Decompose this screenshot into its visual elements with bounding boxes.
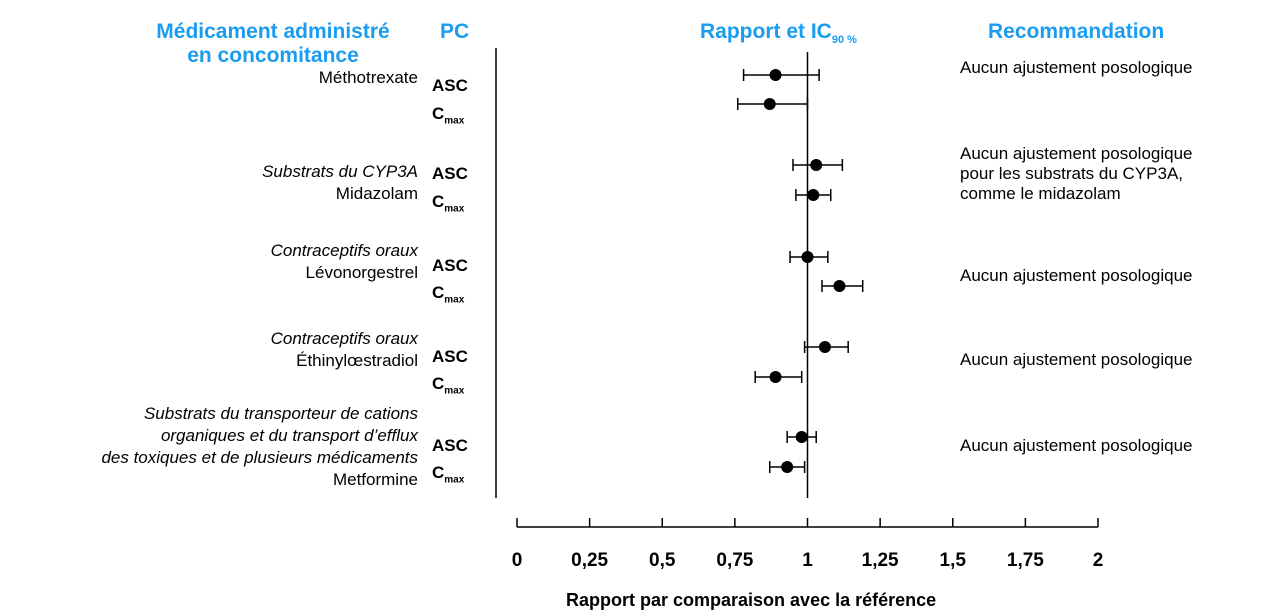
- drug-category: Contraceptifs oraux: [270, 329, 418, 348]
- x-tick-label: 0: [512, 550, 523, 571]
- recommendation-text: Aucun ajustement posologique: [960, 350, 1193, 369]
- drug-name: Midazolam: [335, 184, 418, 203]
- point-estimate: [807, 189, 820, 201]
- point-estimate: [818, 341, 831, 353]
- header-pk: PC: [440, 20, 470, 43]
- x-tick-label: 1,75: [1007, 550, 1044, 571]
- drug-category: Substrats du transporteur de cations org…: [101, 404, 418, 467]
- pk-label-auc: ASC: [432, 436, 468, 455]
- x-tick-label: 1,5: [940, 550, 967, 571]
- point-estimate: [801, 251, 814, 263]
- drug-name: Éthinylœstradiol: [296, 351, 418, 370]
- drug-category: Substrats du CYP3A: [262, 162, 418, 181]
- x-tick-label: 2: [1093, 550, 1104, 571]
- recommendation-text: Aucun ajustement posologique: [960, 436, 1193, 455]
- point-estimate: [781, 461, 794, 473]
- drug-name: Méthotrexate: [318, 68, 418, 87]
- drug-category: Contraceptifs oraux: [270, 241, 418, 260]
- pk-label-auc: ASC: [432, 347, 468, 366]
- header-drug-line1: Médicament administré: [156, 20, 390, 43]
- header-drug-line2: en concomitance: [187, 44, 359, 67]
- pk-label-auc: ASC: [432, 76, 468, 95]
- drug-group: Contraceptifs oraux Éthinylœstradiol: [271, 328, 418, 372]
- header-ratio: Rapport et IC90 %: [700, 20, 857, 52]
- recommendation-text: Aucun ajustement posologique pour les su…: [960, 144, 1193, 203]
- pk-label-cmax: Cmax: [432, 463, 465, 486]
- point-estimate: [769, 69, 782, 81]
- point-estimate: [763, 98, 776, 110]
- x-tick-label: 0,5: [649, 550, 676, 571]
- point-estimate: [769, 371, 782, 383]
- x-tick-label: 1: [802, 550, 813, 571]
- header-drug: Médicament administré en concomitance: [128, 20, 418, 68]
- header-recommendation: Recommandation: [988, 20, 1165, 43]
- point-estimate: [810, 159, 823, 171]
- drug-name: Metformine: [332, 470, 418, 489]
- x-tick-label: 1,25: [862, 550, 899, 571]
- drug-group: Substrats du transporteur de cations org…: [101, 403, 418, 491]
- header-ratio-sub: 90 %: [831, 34, 857, 47]
- drug-group: Substrats du CYP3A Midazolam: [262, 161, 418, 205]
- point-estimate: [833, 280, 846, 292]
- drug-group: Méthotrexate: [319, 67, 418, 89]
- recommendation-text: Aucun ajustement posologique: [960, 266, 1193, 285]
- pk-label-auc: ASC: [432, 256, 468, 275]
- point-estimate: [795, 431, 808, 443]
- pk-label-auc: ASC: [432, 164, 468, 183]
- pk-label-cmax: Cmax: [432, 104, 465, 127]
- x-axis-title: Rapport par comparaison avec la référenc…: [566, 590, 937, 610]
- x-tick-label: 0,75: [716, 550, 753, 571]
- pk-label-cmax: Cmax: [432, 192, 465, 215]
- header-ratio-text: Rapport et IC: [700, 20, 832, 43]
- drug-name: Lévonorgestrel: [305, 263, 418, 282]
- x-tick-label: 0,25: [571, 550, 608, 571]
- drug-group: Contraceptifs oraux Lévonorgestrel: [271, 240, 418, 284]
- recommendation-text: Aucun ajustement posologique: [960, 58, 1193, 77]
- pk-label-cmax: Cmax: [432, 283, 465, 306]
- pk-label-cmax: Cmax: [432, 374, 465, 397]
